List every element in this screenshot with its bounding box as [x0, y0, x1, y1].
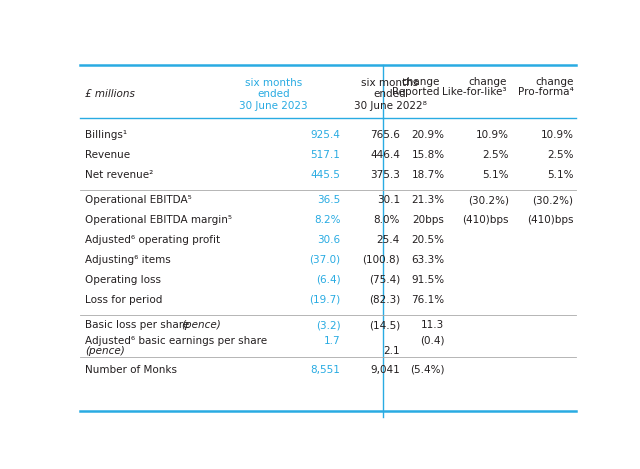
- Text: 18.7%: 18.7%: [412, 170, 445, 180]
- Text: (82.3): (82.3): [369, 295, 400, 305]
- Text: (100.8): (100.8): [362, 255, 400, 265]
- Text: Operational EBITDA⁵: Operational EBITDA⁵: [85, 196, 192, 205]
- Text: (6.4): (6.4): [316, 275, 340, 285]
- Text: (0.4): (0.4): [420, 336, 445, 346]
- Text: 30 June 2022⁸: 30 June 2022⁸: [353, 101, 426, 111]
- Text: ended: ended: [257, 89, 290, 99]
- Text: Adjusted⁶ basic earnings per share: Adjusted⁶ basic earnings per share: [85, 336, 267, 346]
- Text: Adjusting⁶ items: Adjusting⁶ items: [85, 255, 171, 265]
- Text: (5.4%): (5.4%): [410, 365, 445, 375]
- Text: 1.7: 1.7: [324, 336, 340, 346]
- Text: 20bps: 20bps: [413, 215, 445, 225]
- Text: Like-for-like³: Like-for-like³: [442, 87, 507, 98]
- Text: 5.1%: 5.1%: [483, 170, 509, 180]
- Text: 517.1: 517.1: [310, 150, 340, 160]
- Text: ended: ended: [374, 89, 406, 99]
- Text: 36.5: 36.5: [317, 196, 340, 205]
- Text: (3.2): (3.2): [316, 320, 340, 330]
- Text: 10.9%: 10.9%: [541, 130, 573, 140]
- Text: 30.6: 30.6: [317, 235, 340, 245]
- Text: 445.5: 445.5: [310, 170, 340, 180]
- Text: Loss for period: Loss for period: [85, 295, 163, 305]
- Text: Adjusted⁶ operating profit: Adjusted⁶ operating profit: [85, 235, 220, 245]
- Text: six months: six months: [245, 78, 302, 88]
- Text: 2.5%: 2.5%: [547, 150, 573, 160]
- Text: Pro-forma⁴: Pro-forma⁴: [518, 87, 573, 98]
- Text: Reported: Reported: [392, 87, 440, 98]
- Text: Operational EBITDA margin⁵: Operational EBITDA margin⁵: [85, 215, 232, 225]
- Text: (pence): (pence): [182, 320, 221, 330]
- Text: (410)bps: (410)bps: [527, 215, 573, 225]
- Text: (37.0): (37.0): [309, 255, 340, 265]
- Text: six months: six months: [362, 78, 419, 88]
- Text: 2.1: 2.1: [383, 346, 400, 356]
- Text: 765.6: 765.6: [370, 130, 400, 140]
- Text: (19.7): (19.7): [309, 295, 340, 305]
- Text: 20.5%: 20.5%: [412, 235, 445, 245]
- Text: 30 June 2023: 30 June 2023: [239, 101, 308, 111]
- Text: (14.5): (14.5): [369, 320, 400, 330]
- Text: 15.8%: 15.8%: [412, 150, 445, 160]
- Text: (30.2%): (30.2%): [532, 196, 573, 205]
- Text: Basic loss per share: Basic loss per share: [85, 320, 193, 330]
- Text: change: change: [401, 76, 440, 87]
- Text: 8.0%: 8.0%: [374, 215, 400, 225]
- Text: Operating loss: Operating loss: [85, 275, 161, 285]
- Text: 91.5%: 91.5%: [412, 275, 445, 285]
- Text: 375.3: 375.3: [370, 170, 400, 180]
- Text: change: change: [468, 76, 507, 87]
- Text: 5.1%: 5.1%: [547, 170, 573, 180]
- Text: 30.1: 30.1: [377, 196, 400, 205]
- Text: 2.5%: 2.5%: [483, 150, 509, 160]
- Text: Net revenue²: Net revenue²: [85, 170, 153, 180]
- Text: 446.4: 446.4: [370, 150, 400, 160]
- Text: 63.3%: 63.3%: [412, 255, 445, 265]
- Text: Revenue: Revenue: [85, 150, 130, 160]
- Text: 8,551: 8,551: [310, 365, 340, 375]
- Text: 20.9%: 20.9%: [412, 130, 445, 140]
- Text: 9,041: 9,041: [370, 365, 400, 375]
- Text: Billings¹: Billings¹: [85, 130, 127, 140]
- Text: (75.4): (75.4): [369, 275, 400, 285]
- Text: Number of Monks: Number of Monks: [85, 365, 177, 375]
- Text: 925.4: 925.4: [310, 130, 340, 140]
- Text: £ millions: £ millions: [85, 89, 135, 99]
- Text: 8.2%: 8.2%: [314, 215, 340, 225]
- Text: 76.1%: 76.1%: [412, 295, 445, 305]
- Text: 10.9%: 10.9%: [476, 130, 509, 140]
- Text: (pence): (pence): [85, 346, 125, 356]
- Text: change: change: [535, 76, 573, 87]
- Text: 11.3: 11.3: [421, 320, 445, 330]
- Text: 21.3%: 21.3%: [412, 196, 445, 205]
- Text: (30.2%): (30.2%): [468, 196, 509, 205]
- Text: (410)bps: (410)bps: [463, 215, 509, 225]
- Text: 25.4: 25.4: [377, 235, 400, 245]
